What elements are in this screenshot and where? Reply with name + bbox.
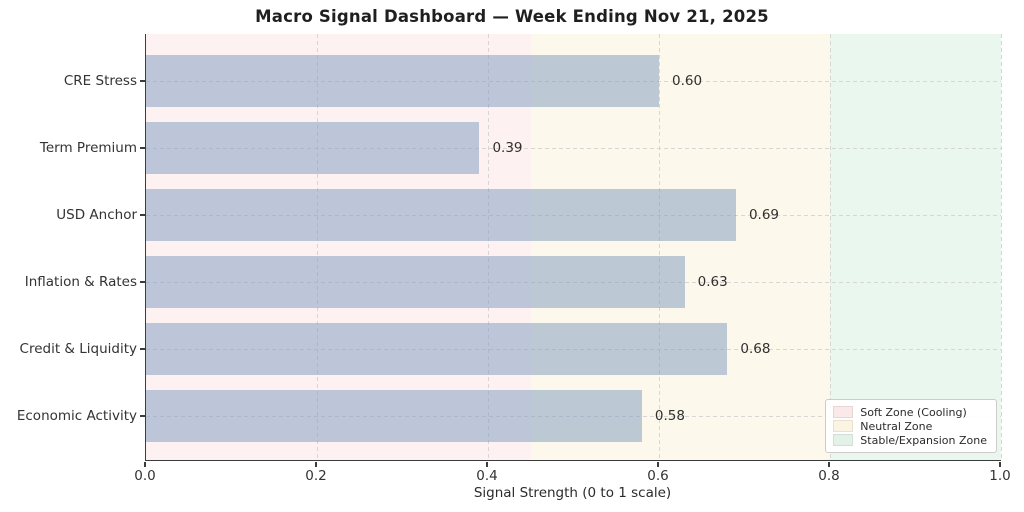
- legend-item: Soft Zone (Cooling): [833, 405, 987, 419]
- bar-value-label: 0.58: [654, 408, 685, 424]
- vertical-gridline: [316, 34, 318, 460]
- x-tick-mark: [486, 461, 488, 467]
- y-axis-label: Inflation & Rates: [24, 274, 137, 290]
- y-tick-mark: [140, 80, 145, 82]
- bar-value-label: 0.69: [748, 207, 779, 223]
- vertical-gridline: [1000, 34, 1002, 460]
- x-tick-label: 0.0: [134, 468, 156, 484]
- x-tick-label: 0.2: [305, 468, 327, 484]
- bar-value-label: 0.39: [492, 140, 523, 156]
- x-tick-mark: [657, 461, 659, 467]
- bar-value-label: 0.63: [697, 274, 728, 290]
- x-tick-mark: [144, 461, 146, 467]
- x-tick-label: 1.0: [989, 468, 1011, 484]
- bar-credit-liquidity: [146, 323, 728, 375]
- legend-label: Neutral Zone: [860, 419, 933, 433]
- vertical-gridline: [658, 34, 660, 460]
- bar-economic-activity: [146, 390, 642, 442]
- y-axis-label: CRE Stress: [63, 73, 137, 89]
- chart-title: Macro Signal Dashboard — Week Ending Nov…: [255, 7, 769, 26]
- y-axis-label: USD Anchor: [56, 207, 137, 223]
- bar-usd-anchor: [146, 189, 736, 241]
- y-axis-label: Economic Activity: [16, 408, 137, 424]
- x-tick-label: 0.4: [476, 468, 498, 484]
- y-tick-mark: [140, 214, 145, 216]
- y-tick-mark: [140, 281, 145, 283]
- vertical-gridline: [829, 34, 831, 460]
- y-axis-label: Term Premium: [39, 140, 137, 156]
- x-tick-label: 0.6: [647, 468, 669, 484]
- plot-area: 0.60 0.39 0.69 0.63 0.68 0.58 Soft Zone (Cooli…: [145, 34, 1002, 461]
- y-tick-mark: [140, 415, 145, 417]
- x-tick-mark: [828, 461, 830, 467]
- x-tick-label: 0.8: [818, 468, 840, 484]
- legend-swatch: [833, 420, 854, 432]
- bar-cre-stress: [146, 55, 659, 107]
- legend-label: Stable/Expansion Zone: [860, 433, 987, 447]
- legend-label: Soft Zone (Cooling): [860, 405, 967, 419]
- legend: Soft Zone (Cooling) Neutral Zone Stable/Ex…: [825, 399, 997, 453]
- zone-band-stable: [830, 34, 1001, 460]
- horizontal-gridline: [146, 148, 1001, 149]
- x-axis-title: Signal Strength (0 to 1 scale): [473, 485, 672, 501]
- bar-value-label: 0.60: [672, 73, 703, 89]
- legend-item: Stable/Expansion Zone: [833, 433, 987, 447]
- y-tick-mark: [140, 348, 145, 350]
- x-tick-mark: [315, 461, 317, 467]
- bar-value-label: 0.68: [740, 341, 771, 357]
- legend-swatch: [833, 406, 854, 418]
- legend-swatch: [833, 434, 854, 446]
- bar-inflation-rates: [146, 256, 685, 308]
- x-tick-mark: [999, 461, 1001, 467]
- legend-item: Neutral Zone: [833, 419, 987, 433]
- y-tick-mark: [140, 147, 145, 149]
- y-axis-label: Credit & Liquidity: [19, 341, 137, 357]
- vertical-gridline: [487, 34, 489, 460]
- bar-term-premium: [146, 122, 480, 174]
